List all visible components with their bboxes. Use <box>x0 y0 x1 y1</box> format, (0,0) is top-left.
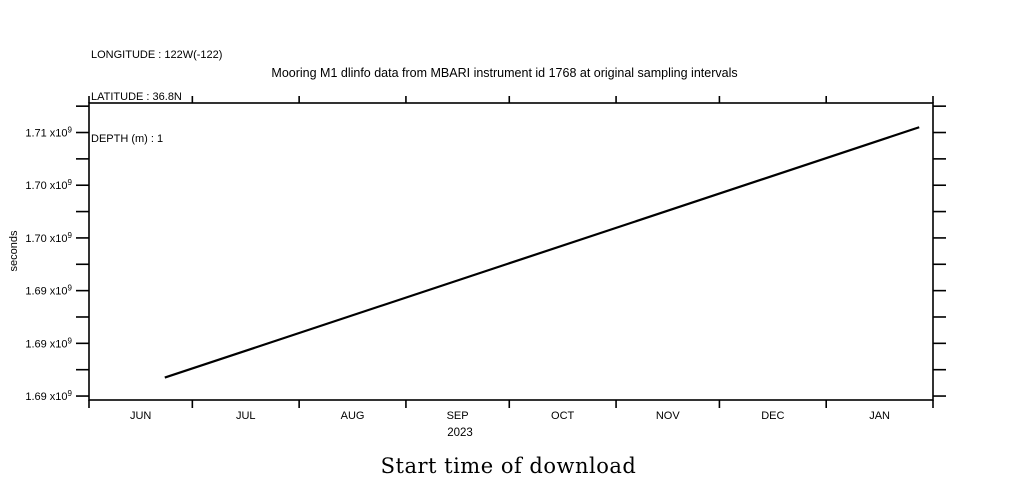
x-month-label: AUG <box>341 410 365 422</box>
x-month-label: JAN <box>869 410 890 422</box>
x-month-label: JUL <box>236 410 256 422</box>
y-tick-label: 1.69 x109 <box>25 284 72 298</box>
longitude-label: LONGITUDE : 122W(-122) <box>91 49 223 61</box>
plot-frame <box>88 102 934 401</box>
y-tick-label: 1.71 x109 <box>25 126 72 140</box>
y-tick-label: 1.70 x109 <box>25 178 72 192</box>
chart-title: Mooring M1 dlinfo data from MBARI instru… <box>271 66 738 80</box>
y-tick-label: 1.69 x109 <box>25 389 72 403</box>
y-tick-label: 1.70 x109 <box>25 231 72 245</box>
x-month-label: DEC <box>761 410 784 422</box>
chart-caption: Start time of download <box>380 454 637 478</box>
y-tick-label: 1.69 x109 <box>25 336 72 350</box>
x-month-label: SEP <box>447 410 469 422</box>
data-line <box>164 126 920 379</box>
y-axis-title: seconds <box>8 230 20 272</box>
latitude-label: LATITUDE : 36.8N <box>91 91 182 103</box>
depth-label: DEPTH (m) : 1 <box>91 133 164 145</box>
x-month-label: OCT <box>551 410 575 422</box>
station-info-block: LONGITUDE : 122W(-122) LATITUDE : 36.8N … <box>91 20 222 174</box>
x-month-label: JUN <box>130 410 151 422</box>
x-month-label: NOV <box>656 410 681 422</box>
x-axis-year-label: 2023 <box>447 427 473 439</box>
